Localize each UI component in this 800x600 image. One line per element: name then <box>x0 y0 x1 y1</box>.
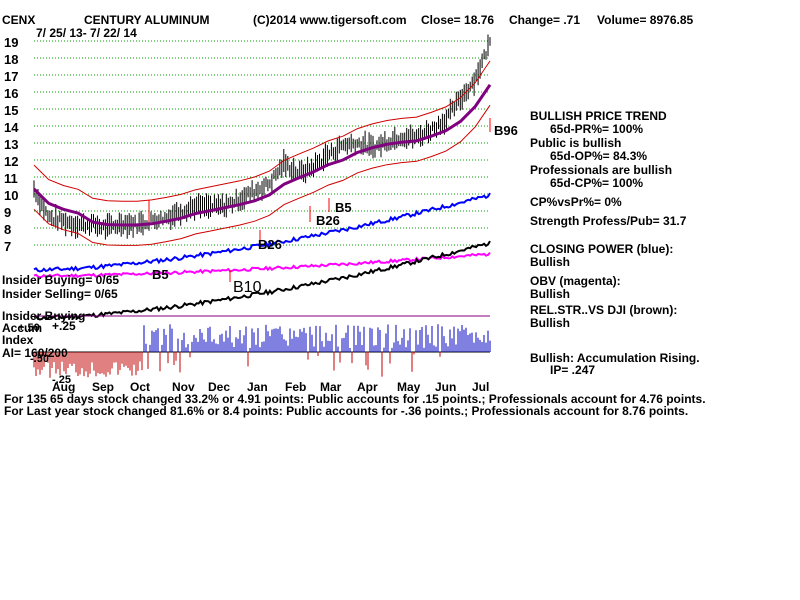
relstr-label: REL.STR..VS DJI (brown): <box>530 303 678 317</box>
month-label: Feb <box>285 380 307 394</box>
signal-b5: B5 <box>152 267 169 282</box>
ip-value: IP= .247 <box>550 363 596 377</box>
month-label: Nov <box>172 380 195 394</box>
month-label: Mar <box>320 380 342 394</box>
accum-minus25: -.25 <box>52 374 71 386</box>
month-label: Sep <box>92 380 115 394</box>
month-label: May <box>397 380 421 394</box>
price-bars <box>33 34 491 240</box>
month-label: Jun <box>435 380 457 394</box>
signal-b96: B96 <box>494 123 518 138</box>
y-tick-label: 8 <box>4 222 12 237</box>
signal-b26: B26 <box>258 237 282 252</box>
footer-line-year: For Last year stock changed 81.6% or 8.4… <box>4 404 689 418</box>
closing-power-label: CLOSING POWER (blue): <box>530 242 674 256</box>
y-tick-label: 16 <box>4 86 19 101</box>
price-trend: BULLISH PRICE TREND <box>530 109 667 123</box>
insider-buying: Insider Buying= 0/65 <box>2 273 120 287</box>
y-tick-label: 12 <box>4 154 19 169</box>
y-tick-label: 18 <box>4 52 19 67</box>
ticker: CENX <box>2 13 36 27</box>
obv-status: Bullish <box>530 287 571 301</box>
change-value: Change= .71 <box>509 13 581 27</box>
relstr-line <box>33 240 491 321</box>
month-label: Jan <box>247 380 268 394</box>
cpvspr-value: CP%vsPr%= 0% <box>530 195 622 209</box>
index-label: Index <box>2 333 34 347</box>
accum-label: Accum <box>2 321 43 335</box>
y-tick-label: 17 <box>4 69 19 84</box>
y-tick-label: 7 <box>4 239 12 254</box>
insider-buying-label: Insider Buying <box>2 309 86 323</box>
accum-minus50: -.50 <box>30 353 49 365</box>
closing-power-line <box>33 192 491 273</box>
signal-b10: B10 <box>233 279 262 296</box>
strength-value: Strength Profess/Pub= 31.7 <box>530 214 687 228</box>
closing-power-status: Bullish <box>530 255 571 269</box>
obv-line <box>33 251 491 279</box>
month-label: Oct <box>130 380 151 394</box>
month-label: Dec <box>208 380 231 394</box>
footer-line-65d: For 135 65 days stock changed 33.2% or 4… <box>4 392 706 406</box>
pr-value: 65d-PR%= 100% <box>550 122 644 136</box>
op-value: 65d-OP%= 84.3% <box>550 149 648 163</box>
prof-status: Professionals are bullish <box>530 163 673 177</box>
signal-b5: B5 <box>335 200 352 215</box>
moving-average-line <box>32 83 492 227</box>
relstr-status: Bullish <box>530 316 571 330</box>
close-value: Close= 18.76 <box>421 13 495 27</box>
company-name: CENTURY ALUMINUM <box>84 13 210 27</box>
month-label: Aug <box>52 380 76 394</box>
y-tick-label: 13 <box>4 137 19 152</box>
public-status: Public is bullish <box>530 136 622 150</box>
month-label: Apr <box>357 380 378 394</box>
accumulation-status: Bullish: Accumulation Rising. <box>530 351 700 365</box>
accum-plus50: +.50 <box>18 322 40 334</box>
y-tick-label: 15 <box>4 103 19 118</box>
y-tick-label: 11 <box>4 171 18 186</box>
signal-b26: B26 <box>316 213 340 228</box>
copyright: (C)2014 www.tigersoft.com <box>253 13 407 27</box>
upper-band-line <box>33 60 491 202</box>
y-tick-label: 14 <box>4 120 19 135</box>
obv-label: OBV (magenta): <box>530 274 621 288</box>
accum-plus25: +.25 <box>52 319 76 333</box>
y-tick-label: 9 <box>4 205 12 220</box>
ai-value: AI= 160/200 <box>2 346 68 360</box>
y-tick-label: 19 <box>4 35 19 50</box>
month-label: Jul <box>472 380 490 394</box>
lower-band-line <box>33 104 491 246</box>
date-range: 7/ 25/ 13- 7/ 22/ 14 <box>36 26 137 40</box>
cp-value: 65d-CP%= 100% <box>550 176 644 190</box>
volume-value: Volume= 8976.85 <box>597 13 694 27</box>
y-tick-label: 10 <box>4 188 19 203</box>
insider-selling: Insider Selling= 0/65 <box>2 287 118 301</box>
